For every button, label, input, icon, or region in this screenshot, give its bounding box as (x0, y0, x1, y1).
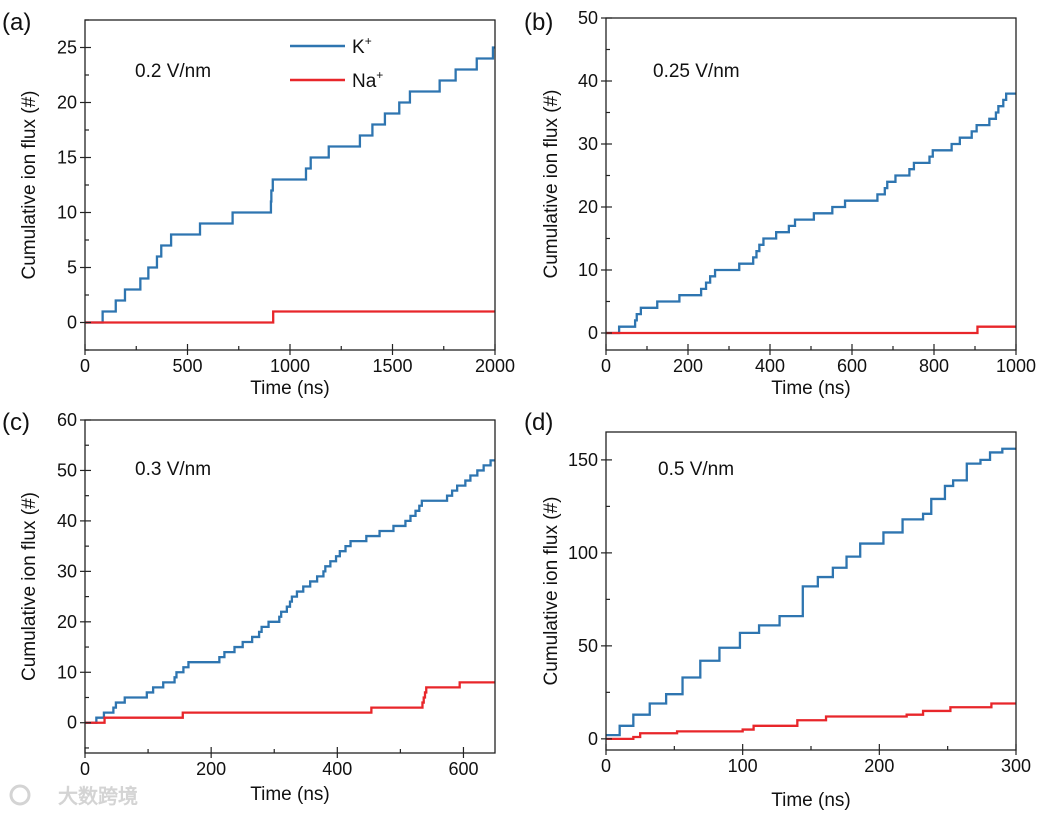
y-tick-label: 40 (578, 71, 598, 91)
series-k-line (85, 459, 495, 724)
panel-c: 0 200 400 600 0 10 20 30 40 50 60 Time (ns) Cumulati… (2, 409, 496, 805)
x-tick-label: 100 (728, 756, 758, 776)
series-na-line (606, 702, 1016, 740)
series-k-line (85, 46, 495, 324)
y-tick-label: 0 (67, 713, 77, 733)
y-tick-label: 50 (578, 636, 598, 656)
x-tick-label: 2000 (475, 356, 515, 376)
y-tick-label: 0 (67, 313, 77, 333)
x-tick-label: 1500 (372, 356, 412, 376)
y-tick-label: 10 (57, 662, 77, 682)
panel-d: 0 100 200 300 0 50 100 150 Time (ns) Cumulative i… (524, 409, 1031, 811)
x-axis-title: Time (ns) (250, 784, 330, 805)
x-tick-label: 600 (837, 356, 867, 376)
y-tick-label: 100 (568, 543, 598, 563)
legend-na-label: Na+ (352, 68, 383, 92)
field-strength-annotation: 0.3 V/nm (135, 459, 211, 480)
watermark: 大数跨境 (9, 784, 138, 808)
x-tick-label: 200 (864, 756, 894, 776)
legend: K+ Na+ (290, 34, 383, 92)
panel-label: (a) (2, 9, 31, 36)
series-k-line (606, 447, 1016, 737)
panel-label: (b) (524, 9, 553, 36)
x-tick-label: 400 (322, 759, 352, 779)
y-tick-label: 30 (578, 134, 598, 154)
y-axis-title: Cumulative ion flux (#) (19, 90, 40, 279)
x-tick-label: 300 (1001, 756, 1031, 776)
legend-k-label: K+ (352, 34, 372, 58)
y-tick-label: 20 (578, 197, 598, 217)
watermark-logo-icon (9, 784, 31, 806)
series-k-line (606, 92, 1016, 335)
y-tick-label: 50 (57, 460, 77, 480)
y-axis-title: Cumulative ion flux (#) (19, 492, 40, 681)
series-na-line (606, 325, 1016, 335)
y-tick-label: 150 (568, 450, 598, 470)
y-tick-label: 40 (57, 511, 77, 531)
x-tick-label: 500 (172, 356, 202, 376)
x-tick-label: 0 (80, 356, 90, 376)
field-strength-annotation: 0.5 V/nm (658, 459, 734, 480)
y-axis-title: Cumulative ion flux (#) (541, 496, 562, 685)
x-axis-title: Time (ns) (771, 790, 851, 811)
panel-label: (d) (524, 409, 553, 436)
x-tick-label: 1000 (270, 356, 310, 376)
x-tick-label: 200 (673, 356, 703, 376)
x-tick-label: 600 (448, 759, 478, 779)
panel-a: 0 500 1000 1500 2000 0 5 10 15 20 25 Time (ns) Cumul… (2, 9, 515, 399)
y-tick-label: 60 (57, 410, 77, 430)
x-tick-label: 400 (755, 356, 785, 376)
plot-frame (84, 419, 496, 754)
x-tick-label: 800 (919, 356, 949, 376)
y-tick-label: 20 (57, 93, 77, 113)
panel-b: 0 200 400 600 800 1000 0 10 20 30 40 50 Time (ns) Cum… (524, 8, 1036, 399)
y-tick-label: 25 (57, 38, 77, 58)
y-tick-label: 15 (57, 148, 77, 168)
y-tick-label: 5 (67, 258, 77, 278)
y-tick-label: 10 (57, 203, 77, 223)
x-tick-label: 1000 (996, 356, 1036, 376)
y-tick-label: 30 (57, 561, 77, 581)
y-tick-label: 50 (578, 8, 598, 28)
field-strength-annotation: 0.2 V/nm (135, 61, 211, 82)
y-tick-label: 20 (57, 612, 77, 632)
x-tick-label: 0 (601, 356, 611, 376)
x-tick-label: 0 (601, 756, 611, 776)
x-axis-title: Time (ns) (771, 378, 851, 399)
watermark-text: 大数跨境 (58, 784, 138, 808)
field-strength-annotation: 0.25 V/nm (653, 61, 740, 82)
y-tick-label: 10 (578, 260, 598, 280)
series-na-line (85, 681, 495, 724)
panel-label: (c) (2, 409, 30, 436)
x-tick-label: 200 (196, 759, 226, 779)
series-na-line (85, 310, 495, 324)
y-axis-title: Cumulative ion flux (#) (541, 89, 562, 278)
x-axis-title: Time (ns) (250, 378, 330, 399)
y-tick-label: 0 (588, 729, 598, 749)
x-tick-label: 0 (80, 759, 90, 779)
y-tick-label: 0 (588, 323, 598, 343)
